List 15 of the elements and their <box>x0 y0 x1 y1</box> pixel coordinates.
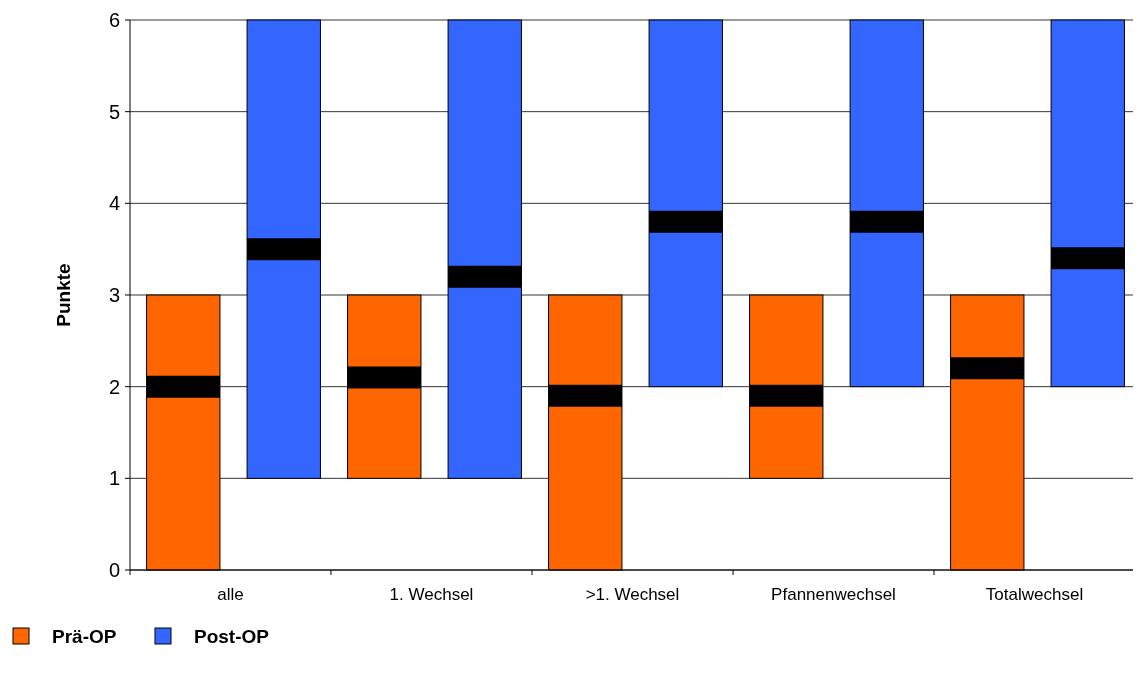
y-tick-label: 6 <box>108 9 120 31</box>
y-tick-label: 3 <box>108 284 120 306</box>
y-axis-title: Punkte <box>53 263 74 327</box>
y-tick-label: 1 <box>108 467 120 490</box>
legend-label: Prä-OP <box>52 626 117 647</box>
y-tick-label: 2 <box>108 375 120 398</box>
x-tick-label: Pfannenwechsel <box>771 585 896 604</box>
y-tick-label: 5 <box>108 100 120 123</box>
x-tick-label: 1. Wechsel <box>389 585 474 604</box>
legend-label: Post-OP <box>194 626 270 647</box>
y-tick-label: 0 <box>108 559 120 581</box>
x-tick-label: >1. Wechsel <box>585 585 680 604</box>
x-tick-label: Totalwechsel <box>985 585 1084 604</box>
x-tick-label: alle <box>217 585 244 604</box>
y-tick-label: 4 <box>108 192 120 215</box>
